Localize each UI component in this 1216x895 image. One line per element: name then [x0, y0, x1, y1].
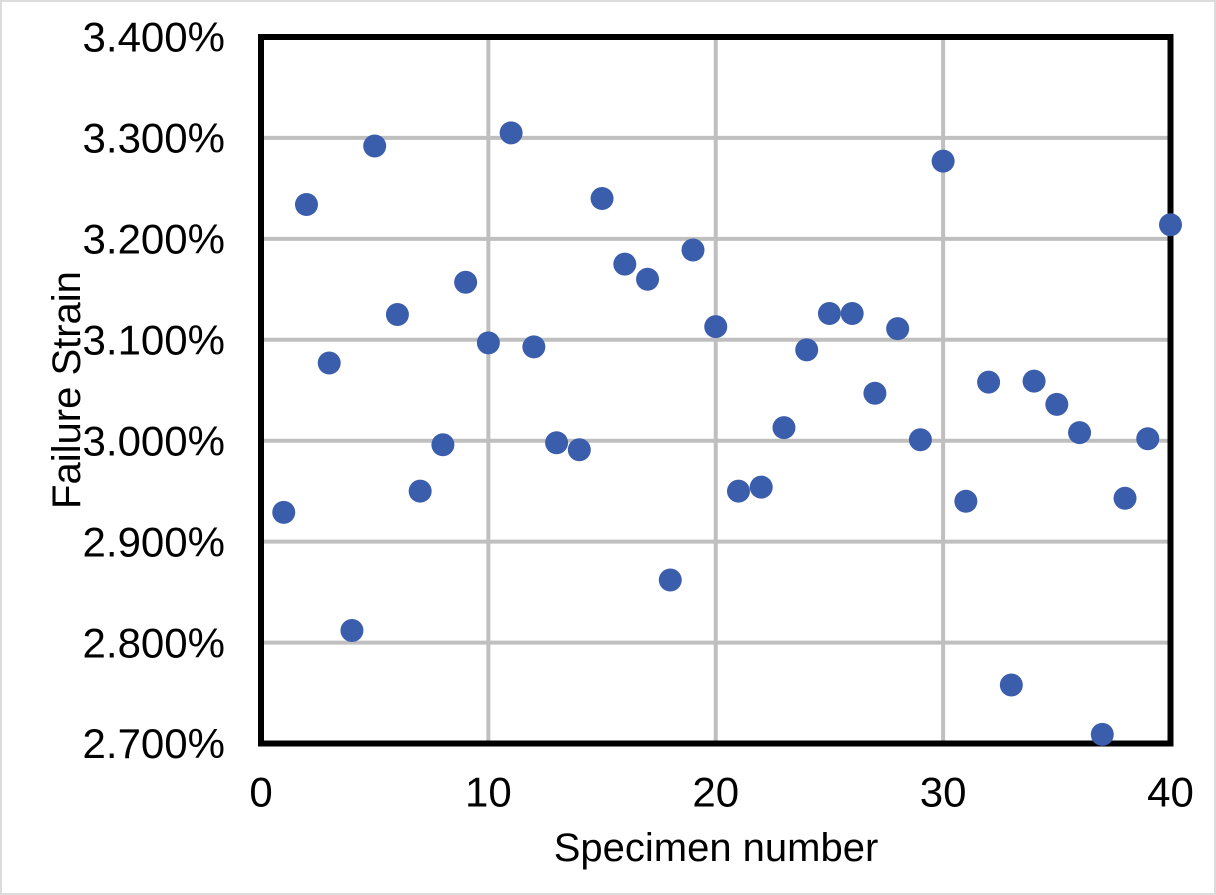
- data-point: [886, 317, 910, 341]
- data-point: [522, 335, 546, 359]
- data-point: [931, 149, 955, 173]
- x-tick-label: 40: [1147, 769, 1194, 816]
- data-point: [613, 252, 637, 276]
- data-point: [340, 618, 364, 642]
- y-tick-label: 2.800%: [83, 619, 225, 666]
- y-axis-tick-labels: 3.400% 3.300% 3.200% 3.100% 3.000% 2.900% 2.80…: [83, 14, 225, 768]
- data-point: [431, 433, 455, 457]
- y-tick-label: 3.200%: [83, 216, 225, 263]
- data-point: [863, 381, 887, 405]
- data-point: [954, 489, 978, 513]
- data-point: [795, 338, 819, 362]
- x-tick-label: 0: [249, 769, 272, 816]
- data-point: [999, 673, 1023, 697]
- data-point: [977, 370, 1001, 394]
- data-point: [1022, 369, 1046, 393]
- data-point: [294, 193, 318, 217]
- data-points: [272, 121, 1182, 746]
- data-point: [499, 121, 523, 145]
- x-tick-label: 30: [920, 769, 967, 816]
- data-point: [908, 428, 932, 452]
- data-point: [317, 351, 341, 375]
- data-point: [1136, 427, 1160, 451]
- y-tick-label: 3.100%: [83, 316, 225, 363]
- data-point: [590, 186, 614, 210]
- data-point: [1068, 421, 1092, 445]
- data-point: [1090, 722, 1114, 746]
- y-axis-title: Failure Strain: [45, 271, 89, 509]
- data-point: [408, 479, 432, 503]
- data-point: [385, 303, 409, 327]
- y-tick-label: 3.400%: [83, 14, 225, 61]
- data-point: [363, 134, 387, 158]
- y-tick-label: 2.900%: [83, 518, 225, 565]
- data-point: [681, 238, 705, 262]
- data-point: [840, 302, 864, 326]
- data-point: [545, 431, 569, 455]
- plot-area-border: [258, 34, 1174, 747]
- data-point: [1045, 392, 1069, 416]
- data-point: [636, 267, 660, 291]
- data-point: [476, 331, 500, 355]
- data-point: [1113, 486, 1137, 510]
- y-tick-label: 2.700%: [83, 720, 225, 767]
- data-point: [567, 438, 591, 462]
- data-point: [454, 270, 478, 294]
- x-axis-tick-labels: 0 10 20 30 40: [249, 769, 1194, 816]
- y-tick-label: 3.300%: [83, 115, 225, 162]
- data-point: [726, 479, 750, 503]
- data-point: [772, 416, 796, 440]
- x-tick-label: 20: [692, 769, 739, 816]
- data-point: [1159, 213, 1182, 237]
- data-point: [658, 568, 682, 592]
- data-point: [272, 500, 296, 524]
- data-point: [817, 302, 841, 326]
- x-tick-label: 10: [465, 769, 512, 816]
- data-point: [749, 475, 773, 499]
- data-point: [704, 315, 728, 339]
- y-tick-label: 3.000%: [83, 417, 225, 464]
- x-axis-title: Specimen number: [554, 826, 879, 870]
